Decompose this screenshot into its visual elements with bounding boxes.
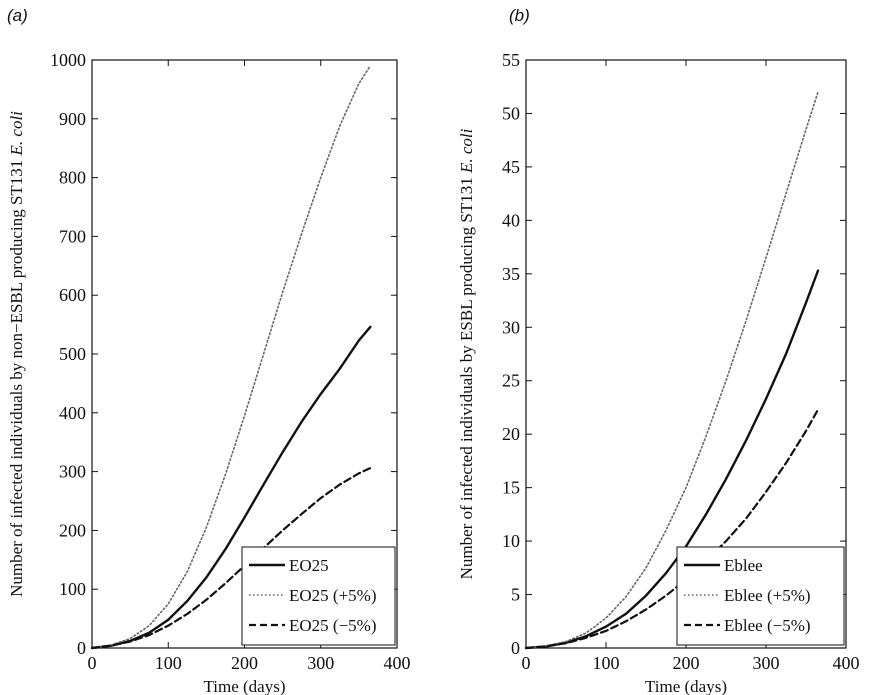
legend-entry-label: EO25 — [289, 556, 329, 575]
y-tick-label: 40 — [502, 210, 520, 230]
y-tick-label: 50 — [502, 103, 520, 123]
x-tick-label: 0 — [522, 653, 531, 673]
y-tick-label: 55 — [502, 50, 520, 70]
legend-box — [241, 546, 396, 646]
panel-b: (b) 0 100 200 300 400 0 5 10 15 20 25 30 35 40 45 50 55 Ti… — [457, 6, 860, 695]
y-tick-label: 25 — [502, 371, 520, 391]
series-line-dashed — [90, 466, 372, 650]
y-tick-label: 900 — [59, 109, 86, 129]
y-tick-label: 30 — [502, 317, 520, 337]
x-tick-label: 100 — [155, 653, 182, 673]
y-tick-label: 5 — [511, 585, 520, 605]
y-tick-label: 500 — [59, 344, 86, 364]
y-tick-label: 400 — [59, 403, 86, 423]
y-tick-label: 700 — [59, 226, 86, 246]
x-tick-label: 300 — [753, 653, 780, 673]
x-tick-label: 300 — [307, 653, 334, 673]
x-tick-label: 200 — [673, 653, 700, 673]
x-tick-label: 200 — [231, 653, 258, 673]
series-line-dashed — [524, 408, 820, 650]
panel-label: (a) — [7, 6, 28, 25]
panel-label: (b) — [509, 6, 530, 25]
y-tick-label: 0 — [77, 638, 86, 658]
y-tick-label: 10 — [502, 531, 520, 551]
y-tick-label: 20 — [502, 424, 520, 444]
legend-entry-label: Eblee (−5%) — [724, 616, 811, 635]
legend-box — [676, 546, 845, 646]
x-tick-label: 400 — [833, 653, 860, 673]
legend-entry-label: EO25 (−5%) — [289, 616, 376, 635]
legend: Eblee Eblee (+5%) Eblee (−5%) — [676, 546, 845, 646]
series-line-dotted — [91, 65, 372, 649]
x-tick-label: 0 — [88, 653, 97, 673]
y-tick-label: 100 — [59, 579, 86, 599]
y-tick-label: 35 — [502, 264, 520, 284]
series-line-solid — [90, 325, 372, 650]
y-tick-label: 300 — [59, 462, 86, 482]
legend: EO25 EO25 (+5%) EO25 (−5%) — [241, 546, 396, 646]
y-tick-label: 15 — [502, 478, 520, 498]
panel-a: (a) 0 100 200 300 400 0 100 200 300 400 500 600 700 80… — [7, 6, 411, 695]
y-tick-label: 600 — [59, 285, 86, 305]
legend-entry-label: EO25 (+5%) — [289, 586, 376, 605]
y-tick-label: 200 — [59, 520, 86, 540]
y-axis-label: Number of infected individuals by non−ES… — [7, 111, 26, 597]
legend-entry-label: Eblee (+5%) — [724, 586, 811, 605]
x-tick-label: 400 — [384, 653, 411, 673]
x-axis-label: Time (days) — [203, 677, 285, 695]
y-tick-label: 0 — [511, 638, 520, 658]
y-tick-label: 45 — [502, 157, 520, 177]
y-tick-label: 800 — [59, 168, 86, 188]
y-tick-label: 1000 — [50, 50, 86, 70]
series-line-dotted — [525, 91, 819, 649]
x-axis-label: Time (days) — [645, 677, 727, 695]
x-tick-label: 100 — [593, 653, 620, 673]
y-axis-label: Number of infected individuals by ESBL p… — [457, 128, 476, 579]
legend-entry-label: Eblee — [724, 556, 763, 575]
